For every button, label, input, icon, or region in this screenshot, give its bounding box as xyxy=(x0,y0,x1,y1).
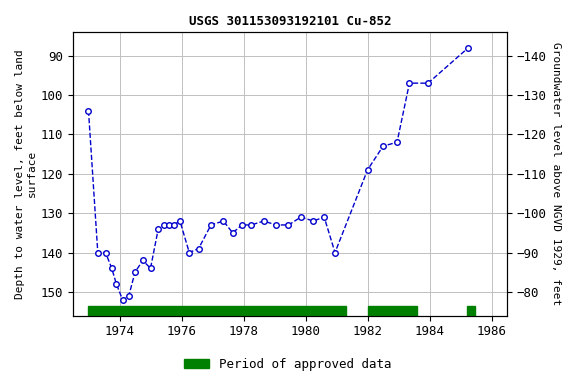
Bar xyxy=(367,306,417,316)
Bar xyxy=(467,306,475,316)
Title: USGS 301153093192101 Cu-852: USGS 301153093192101 Cu-852 xyxy=(189,15,391,28)
Y-axis label: Groundwater level above NGVD 1929, feet: Groundwater level above NGVD 1929, feet xyxy=(551,42,561,305)
Legend: Period of approved data: Period of approved data xyxy=(179,353,397,376)
Bar xyxy=(89,306,346,316)
Y-axis label: Depth to water level, feet below land
surface: Depth to water level, feet below land su… xyxy=(15,49,37,299)
